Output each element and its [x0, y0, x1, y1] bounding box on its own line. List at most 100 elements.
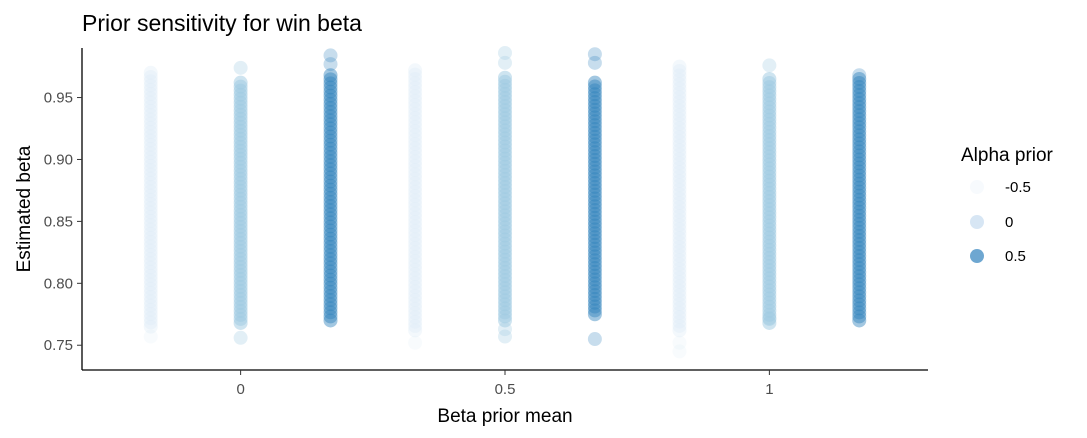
data-point — [587, 249, 602, 264]
data-point — [852, 200, 867, 215]
data-point-outlier — [762, 58, 777, 73]
data-point — [323, 158, 338, 173]
data-point — [408, 76, 423, 91]
data-point — [852, 313, 867, 328]
legend-label: 0.5 — [1005, 248, 1026, 265]
chart-title: Prior sensitivity for win beta — [82, 10, 362, 36]
data-point — [143, 290, 158, 305]
data-point — [587, 226, 602, 241]
data-point — [672, 182, 687, 197]
data-point-outlier — [587, 47, 602, 62]
data-point — [587, 268, 602, 283]
data-point — [408, 245, 423, 260]
data-point — [852, 92, 867, 107]
data-point — [587, 118, 602, 133]
data-point — [852, 180, 867, 195]
data-point — [143, 150, 158, 165]
data-point — [852, 100, 867, 115]
data-point — [672, 178, 687, 193]
data-point — [852, 293, 867, 308]
data-point — [852, 257, 867, 272]
legend-key — [970, 249, 984, 263]
data-point — [323, 105, 338, 120]
data-point — [143, 247, 158, 262]
data-point — [323, 129, 338, 144]
data-point — [323, 252, 338, 267]
data-point — [587, 245, 602, 260]
data-point — [233, 75, 248, 90]
data-point — [143, 95, 158, 110]
data-point — [587, 83, 602, 98]
data-point — [852, 269, 867, 284]
data-point — [143, 285, 158, 300]
data-point — [143, 294, 158, 309]
data-point — [143, 239, 158, 254]
data-point — [143, 146, 158, 161]
data-point — [852, 140, 867, 155]
data-point — [672, 125, 687, 140]
x-tick-label: 1 — [765, 381, 773, 398]
data-point — [672, 275, 687, 290]
data-point — [323, 223, 338, 238]
data-point — [323, 76, 338, 91]
data-point — [852, 75, 867, 90]
data-point — [672, 169, 687, 184]
data-point — [408, 275, 423, 290]
data-point — [852, 168, 867, 183]
data-point — [672, 143, 687, 158]
data-point — [323, 166, 338, 181]
data-point — [143, 103, 158, 118]
data-point — [852, 164, 867, 179]
data-point — [408, 284, 423, 299]
data-point — [323, 72, 338, 87]
data-point — [672, 103, 687, 118]
data-point — [408, 162, 423, 177]
data-point — [323, 305, 338, 320]
data-point-outlier — [323, 57, 338, 72]
data-point — [408, 314, 423, 329]
data-point — [408, 310, 423, 325]
data-point — [143, 82, 158, 97]
data-point — [852, 265, 867, 280]
data-point — [498, 70, 512, 85]
data-point — [587, 191, 602, 206]
data-point — [323, 219, 338, 234]
data-point — [672, 310, 687, 325]
data-point — [672, 107, 687, 122]
data-point — [587, 260, 602, 275]
data-point — [672, 77, 687, 92]
data-point — [143, 112, 158, 127]
data-point — [143, 154, 158, 169]
data-point — [587, 291, 602, 306]
data-point — [852, 261, 867, 276]
data-point — [587, 183, 602, 198]
data-point — [852, 88, 867, 103]
data-point — [587, 307, 602, 322]
data-point — [408, 115, 423, 130]
x-axis-ticks: 0 0.5 1 — [236, 370, 774, 398]
data-point — [323, 117, 338, 132]
data-point — [587, 264, 602, 279]
data-point — [143, 205, 158, 220]
data-point-outlier — [143, 329, 158, 344]
data-point — [143, 137, 158, 152]
data-point — [323, 256, 338, 271]
data-point — [587, 145, 602, 160]
data-point — [408, 223, 423, 238]
data-point — [852, 156, 867, 171]
data-point — [672, 248, 687, 263]
data-point — [852, 96, 867, 111]
data-point — [143, 302, 158, 317]
data-point — [672, 301, 687, 316]
data-point — [852, 124, 867, 139]
data-point — [587, 299, 602, 314]
data-point — [587, 102, 602, 117]
data-point — [587, 257, 602, 272]
data-point — [587, 75, 602, 90]
data-point — [587, 295, 602, 310]
data-point — [143, 120, 158, 135]
data-point — [143, 230, 158, 245]
data-point — [587, 218, 602, 233]
data-point — [323, 235, 338, 250]
